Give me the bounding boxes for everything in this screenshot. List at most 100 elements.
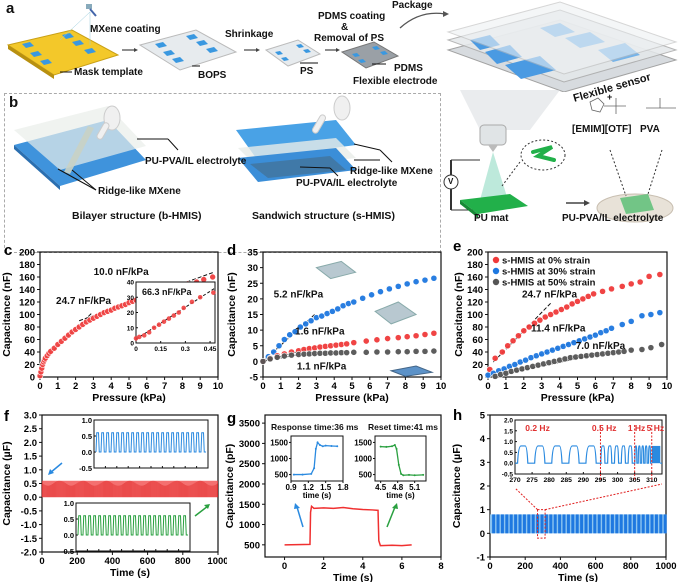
panel-b-frame [4, 93, 441, 253]
pu-mat-shape [460, 194, 528, 214]
y-tick-label: 0.5 [24, 479, 38, 490]
x-tick-label: 1 [278, 381, 284, 392]
data-point-s-HMIS-at-30-strain [638, 312, 646, 320]
x-tick-label: 7 [611, 381, 616, 392]
y-tick-label: 0 [480, 529, 485, 540]
y-tick-label: 40 [24, 348, 35, 359]
y-tick-label: 5 [480, 411, 486, 422]
data-point-serpentine [350, 339, 358, 347]
data-point-interdigital [421, 276, 429, 284]
x-tick-label: 600 [140, 556, 156, 567]
y-tick-label: 2 [480, 482, 485, 493]
inset-data-point [156, 322, 162, 327]
x-tick-label: 4 [109, 381, 115, 392]
y-tick-label: -5 [250, 373, 259, 384]
data-point-s-HMIS-at-50-strain [638, 346, 646, 353]
x-tick-label: 9 [421, 381, 426, 392]
y-tick-label: 25 [247, 279, 258, 290]
y-tick-label: 0 [30, 373, 35, 384]
frequency-burst [628, 514, 632, 534]
data-point-interdigital [385, 285, 393, 293]
x-tick-label: 4 [557, 381, 563, 392]
frequency-burst [624, 514, 628, 534]
x-tick-label: 0 [485, 381, 490, 392]
panel-label: g [227, 410, 236, 427]
y-tick-label: 180 [19, 260, 35, 271]
inset-y-tick-label: 1500 [354, 438, 372, 447]
y-tick-label: 4 [480, 434, 486, 445]
y-tick-label: 80 [472, 323, 483, 334]
data-point-plate [394, 348, 402, 356]
inset-y-tick-label: 1.0 [64, 499, 74, 508]
legend-marker [492, 278, 500, 286]
y-tick-label: 15 [247, 310, 258, 321]
frequency-burst [632, 514, 636, 534]
data-point-interdigital [286, 331, 294, 339]
plot-frame [264, 414, 442, 558]
zoom-connector [544, 483, 663, 511]
bilayer-callout-mxene: Ridge-like MXene [98, 186, 181, 197]
frequency-burst [659, 514, 663, 534]
inset-data-point [379, 445, 382, 448]
data-point-s-HMIS-at-0-strain [531, 319, 538, 327]
x-tick-label: 10 [213, 381, 224, 392]
data-point-serpentine [403, 333, 411, 341]
inset-y-tick-label: 0.5 [504, 450, 513, 457]
y-tick-label: 2.0 [24, 438, 37, 449]
inset-y-tick-label: 2.0 [504, 418, 513, 425]
data-point-interdigital [377, 288, 384, 296]
y-tick-label: -2.0 [21, 548, 37, 559]
green-arrowhead [204, 504, 210, 509]
inset-x-tick-label: 305 [629, 477, 641, 484]
inset-trace [77, 515, 188, 536]
panel-label: e [453, 238, 461, 255]
data-point-plate [373, 348, 381, 356]
frequency-burst [527, 514, 531, 534]
data-point-plate [259, 357, 267, 365]
inset-y-tick-label: 1500 [270, 438, 288, 447]
callout-bops: BOPS [198, 70, 227, 81]
inset-data-point [321, 445, 324, 448]
inset-y-tick-label: 20 [127, 310, 135, 317]
freq-label-0-5hz: 0.5 Hz [592, 423, 617, 433]
x-tick-label: 7 [162, 381, 167, 392]
data-point-plate [362, 348, 370, 356]
data-point-s-HMIS-at-0-strain [645, 272, 653, 280]
finger-icon [96, 105, 121, 140]
data-point-s-HMIS-at-0-strain [509, 337, 517, 345]
green-arrow-icon [194, 505, 209, 517]
panel-label: f [4, 408, 10, 425]
frequency-burst [654, 514, 658, 534]
annotation-7-0: 7.0 nF/kPa [576, 341, 626, 352]
inset-x-tick-label: 4.5 [375, 483, 387, 492]
inset-data-point [397, 463, 400, 466]
x-tick-label: 400 [104, 556, 120, 567]
panel-b-label: b [9, 94, 19, 111]
inset-y-tick-label: 1.5 [504, 428, 513, 435]
inset-data-point [316, 441, 319, 444]
y-tick-label: 500 [244, 540, 260, 551]
data-point-s-HMIS-at-50-strain [658, 341, 666, 348]
inset-data-point [314, 447, 317, 450]
y-tick-label: -1.5 [21, 534, 38, 545]
annotation-reset-time: Reset time:41 ms [368, 422, 438, 432]
data-point-interdigital [394, 282, 402, 290]
label-pu-mat: PU mat [474, 213, 509, 224]
frequency-burst [505, 514, 509, 534]
inset-y-tick-label: 1000 [354, 455, 372, 464]
x-tick-label: 3 [314, 381, 319, 392]
frequency-burst [646, 514, 650, 534]
inset-data-point [166, 316, 172, 321]
bilayer-callout-electrolyte: PU-PVA/IL electrolyte [145, 156, 247, 167]
panel-label: h [453, 407, 462, 424]
frequency-burst [500, 514, 504, 534]
legend-entry: s-HMIS at 30% strain [502, 267, 596, 278]
y-tick-label: 2.5 [24, 424, 38, 435]
data-point-plate [412, 347, 420, 355]
x-tick-label: 3 [91, 381, 96, 392]
inset-frame [290, 435, 344, 482]
step-pdms-coating: PDMS coating [318, 11, 386, 22]
annotation-11-4: 11.4 nF/kPa [531, 323, 586, 334]
x-tick-label: 800 [623, 561, 639, 572]
inset-y-tick-label: 500 [275, 471, 289, 480]
